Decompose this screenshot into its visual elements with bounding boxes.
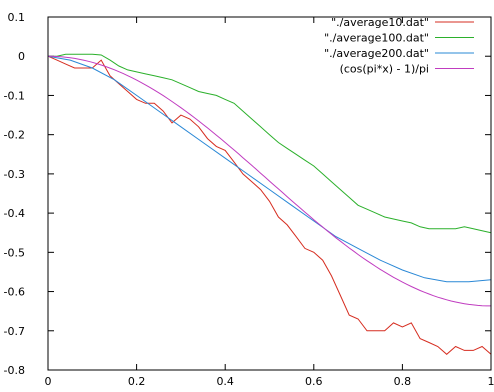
legend-entry-label: (cos(pi*x) - 1)/pi — [340, 63, 429, 76]
y-tick-label: -0.1 — [4, 89, 25, 102]
legend-entry-label: "./average10.dat" — [331, 16, 429, 29]
y-tick-label: 0 — [18, 50, 25, 63]
x-tick-label: 0.2 — [128, 375, 146, 388]
x-tick-label: 0 — [45, 375, 52, 388]
y-tick-label: -0.4 — [4, 207, 25, 220]
y-tick-label: -0.6 — [4, 286, 25, 299]
axis-tick-labels: 0 0.2 0.4 0.6 0.8 1 0.1 0 -0.1 -0.2 -0.3 -0.4 -0.5 -0… — [4, 11, 494, 388]
series-line-1 — [47, 55, 492, 355]
y-tick-label: 0.1 — [8, 11, 26, 24]
legend-entry-label: "./average100.dat" — [324, 32, 429, 45]
legend-entry-label: "./average200.dat" — [324, 47, 429, 60]
plot-frame — [47, 16, 492, 371]
y-tick-label: -0.2 — [4, 129, 25, 142]
y-tick-label: -0.7 — [4, 325, 25, 338]
x-tick-label: 0.4 — [216, 375, 234, 388]
series-line-3 — [47, 55, 492, 283]
x-tick-label: 1 — [488, 375, 494, 388]
x-tick-label: 0.6 — [305, 375, 323, 388]
legend: "./average10.dat" "./average100.dat" "./av… — [324, 16, 474, 76]
series-lines — [47, 53, 492, 355]
y-tick-label: -0.8 — [4, 364, 25, 377]
series-line-4 — [47, 55, 491, 307]
y-tick-label: -0.3 — [4, 168, 25, 181]
x-tick-label: 0.8 — [394, 375, 412, 388]
series-line-2 — [48, 53, 492, 234]
y-tick-label: -0.5 — [4, 246, 25, 259]
